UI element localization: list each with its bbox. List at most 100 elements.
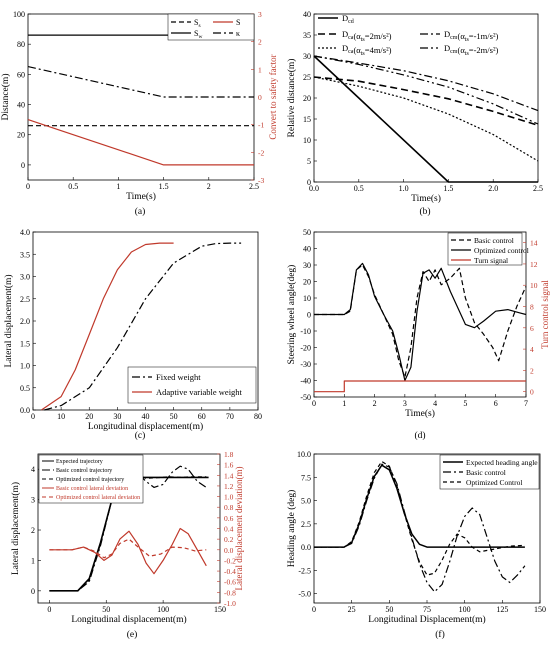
y2-tick-label: 1.2 — [224, 482, 234, 491]
series-line-2 — [49, 471, 207, 592]
y-tick-label: 1.0 — [20, 362, 30, 371]
y-tick-label: 0 — [21, 161, 25, 170]
x-tick-label: 75 — [423, 605, 431, 614]
x-tick-label: 25 — [348, 605, 356, 614]
legend-label: Turn signal — [474, 256, 508, 265]
legend-label: S — [236, 18, 240, 27]
x-tick-label: 2 — [373, 399, 377, 408]
x-tick-label: 100 — [157, 605, 169, 614]
series-line-1 — [313, 76, 539, 127]
y2-tick-label: 0 — [530, 388, 534, 397]
x-tick-label: 3 — [403, 399, 407, 408]
y-tick-label: 1 — [31, 556, 35, 565]
legend-label: Sw — [194, 29, 202, 40]
chart-panel-e: 0 50 100 150 0 1 2 3 4 -1.0 -0.8-0.6 -0.4 -0.20.0 0.2… — [10, 450, 244, 640]
x-tick-label: 0 — [31, 412, 35, 421]
chart-panel-a: 0 0.5 1 1.5 2 2.5 0 20 40 60 80 100 -3 -2 -1 0 1 2 3 Conver… — [0, 10, 278, 217]
x-tick-label: 30 — [113, 412, 121, 421]
legend-label: κ — [236, 29, 240, 38]
x-tick-label: 150 — [534, 605, 546, 614]
y-tick-label: 7.5 — [301, 473, 311, 482]
y-tick-label: 3.0 — [20, 273, 30, 282]
y-tick-label: 40 — [17, 101, 25, 110]
x-axis-label: Time(s) — [405, 408, 435, 419]
series-line-0 — [314, 464, 525, 548]
y2-tick-label: 0.6 — [224, 514, 234, 523]
series-line-4 — [49, 538, 207, 559]
x-tick-label: 1.0 — [399, 184, 409, 193]
y2-axis-label: Convert to safety factor — [268, 54, 278, 139]
y2-tick-label: -0.4 — [224, 567, 236, 576]
y-tick-label: 30 — [303, 261, 311, 270]
x-tick-label: 50 — [102, 605, 110, 614]
y2-axis-label: Lateral displacement deviation(m) — [234, 467, 244, 591]
chart-panel-b: 0.0 0.5 1.0 1.5 2.0 2.5 0 5 10 15 20 25 30 35 40 Time(s… — [286, 10, 543, 217]
x-tick-label: 40 — [142, 412, 150, 421]
y-tick-label: 25 — [303, 73, 311, 82]
series-line-2 — [314, 460, 525, 576]
x-tick-label: 60 — [198, 412, 206, 421]
legend-label: Dcm(αts=-2m/s²) — [444, 43, 499, 57]
y2-tick-label: 2 — [258, 38, 262, 47]
y-tick-label: 0 — [31, 587, 35, 596]
y-tick-label: 10.0 — [297, 450, 311, 459]
y-tick-label: 2 — [31, 526, 35, 535]
legend-label: Expected trajectory — [56, 459, 103, 465]
y2-tick-label: 1.4 — [224, 471, 234, 480]
legend: Expected trajectory Basic control traject… — [38, 454, 144, 504]
y-tick-label: 0.5 — [20, 384, 30, 393]
legend: Ss S Sw κ — [167, 13, 255, 41]
y-axis-label: Steering wheel angle(deg) — [286, 265, 297, 365]
y-axis-label: Heading angle (deg) — [286, 490, 297, 568]
y2-tick-label: -2 — [258, 148, 264, 157]
y2-tick-label: -1 — [258, 121, 264, 130]
x-tick-label: 0.0 — [309, 184, 319, 193]
series-line-1 — [314, 262, 527, 382]
y-tick-label: 3 — [31, 496, 35, 505]
y2-tick-label: 0 — [258, 93, 262, 102]
y-tick-label: 2.0 — [20, 317, 30, 326]
x-tick-label: 100 — [459, 605, 471, 614]
x-tick-label: 2.5 — [533, 184, 543, 193]
y-tick-label: 1.5 — [20, 339, 30, 348]
y-tick-label: 4.0 — [20, 228, 30, 237]
y-tick-label: -10 — [300, 327, 311, 336]
x-axis-label: Longitudinal Displacement(m) — [368, 614, 485, 625]
y2-tick-label: 1 — [258, 65, 262, 74]
y-axis-label: Lateral displacement(m) — [10, 482, 21, 575]
y-tick-label: 3.5 — [20, 250, 30, 259]
y-tick-label: 50 — [303, 228, 311, 237]
y2-tick-label: 1.8 — [224, 450, 234, 459]
legend-label: Basic control lateral deviation — [56, 486, 128, 492]
y-tick-label: 5.0 — [301, 497, 311, 506]
series-line-2 — [27, 66, 254, 98]
y2-tick-label: 0.0 — [224, 546, 234, 555]
x-axis-label: Time(s) — [126, 191, 156, 202]
x-axis-label: Time(s) — [411, 193, 441, 204]
y2-tick-label: 6 — [530, 324, 534, 333]
y2-tick-label: -0.6 — [224, 578, 236, 587]
series-line-4 — [313, 55, 539, 125]
series-line-0 — [44, 242, 242, 411]
y-tick-label: -2.5 — [298, 566, 311, 575]
x-tick-label: 125 — [496, 605, 508, 614]
y-tick-label: 0 — [307, 311, 311, 320]
chart-panel-c: 0 10 20 30 40 50 60 70 80 0.0 0.5 1.0 1.5 2.0 2.5 3.0 3.… — [3, 228, 262, 441]
x-tick-label: 1.5 — [159, 182, 169, 191]
x-tick-label: 1.5 — [443, 184, 453, 193]
legend-box — [127, 366, 257, 404]
y-tick-label: 100 — [13, 10, 25, 19]
y-tick-label: 35 — [303, 31, 311, 40]
x-tick-label: 80 — [254, 412, 262, 421]
y-tick-label: -50 — [300, 393, 311, 402]
legend-label: Optimized Control — [466, 478, 522, 487]
series-line-2 — [314, 380, 526, 393]
x-tick-label: 0.5 — [68, 182, 78, 191]
x-tick-label: 70 — [226, 412, 234, 421]
y-axis-label: Relative distance(m) — [286, 59, 297, 138]
y-tick-label: 20 — [17, 131, 25, 140]
y-tick-label: -20 — [300, 344, 311, 353]
y2-tick-label: -3 — [258, 176, 264, 185]
